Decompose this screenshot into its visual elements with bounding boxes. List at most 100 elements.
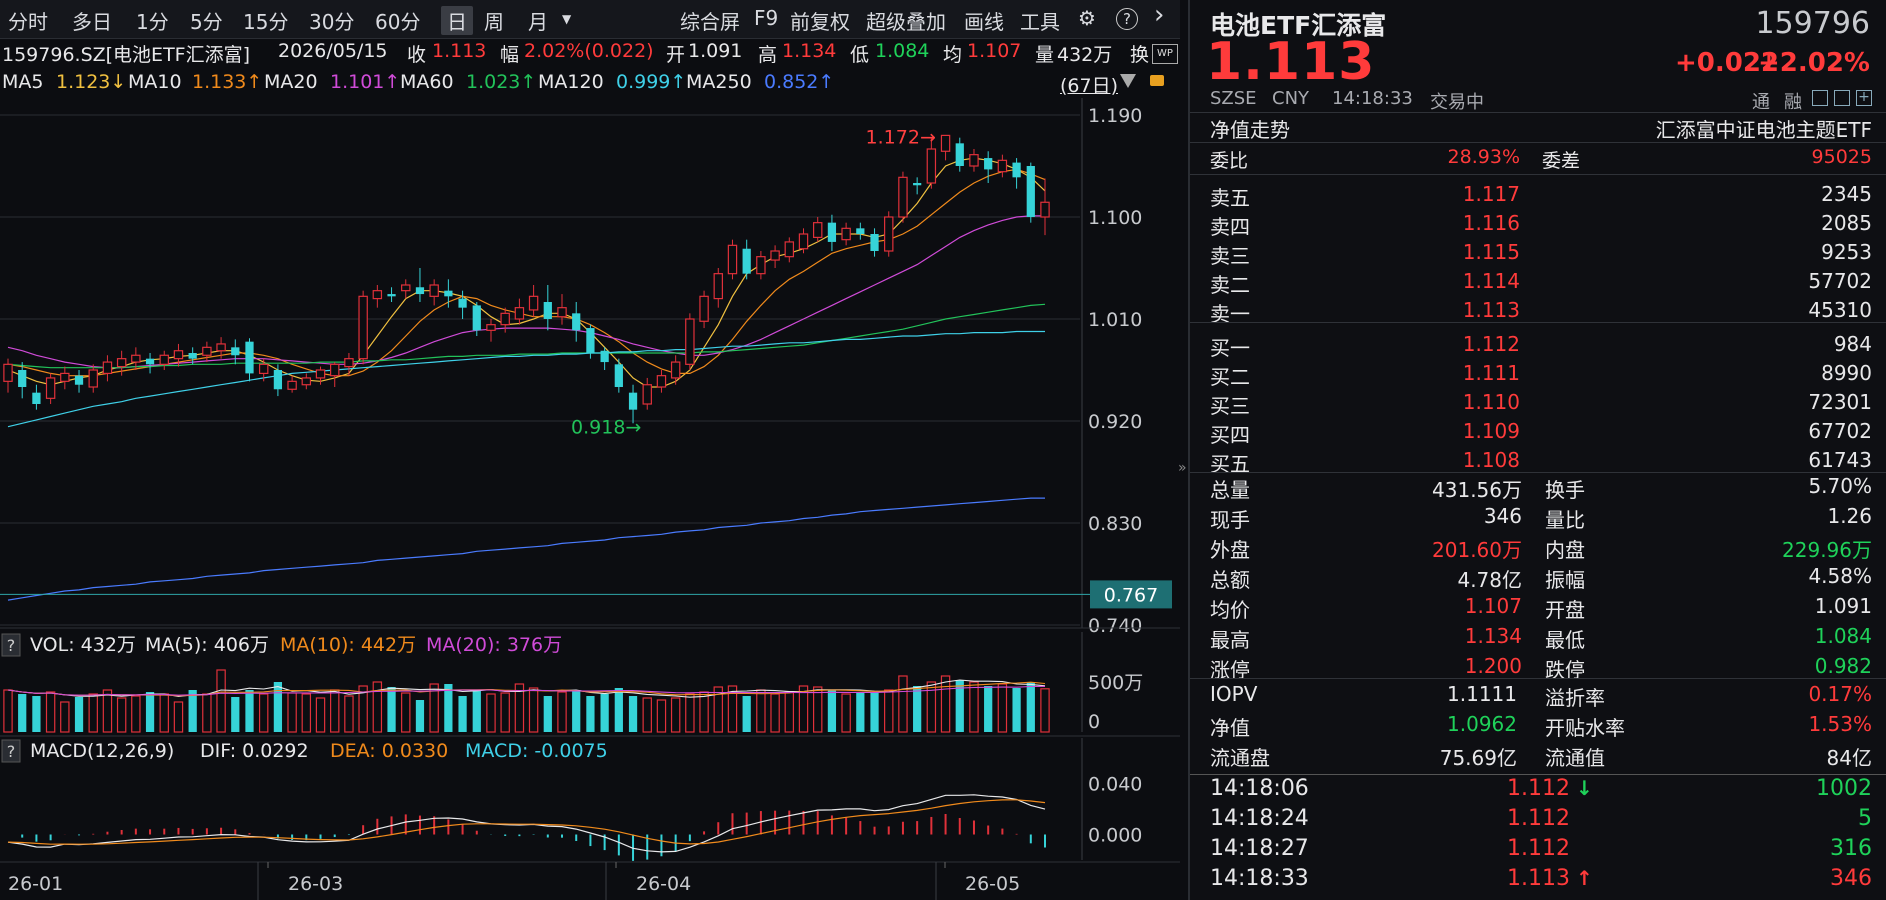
vol-bar bbox=[997, 683, 1008, 733]
period-tab-5[interactable]: 30分 bbox=[309, 10, 355, 34]
tick-price: 1.113 bbox=[1507, 866, 1570, 891]
bid-volume-3: 72301 bbox=[1808, 390, 1872, 414]
candle bbox=[600, 350, 609, 363]
iopv-label: 流通值 bbox=[1545, 746, 1605, 770]
vol-bar bbox=[387, 687, 396, 732]
vol-bar bbox=[870, 692, 879, 732]
candle bbox=[74, 375, 84, 385]
y-tick-label: 0.920 bbox=[1088, 411, 1142, 433]
vol-bar bbox=[202, 693, 212, 733]
vol-bar bbox=[1040, 688, 1050, 733]
nav-trend-link[interactable]: 净值走势 bbox=[1210, 118, 1290, 142]
vol-bar bbox=[514, 683, 525, 733]
tool-0[interactable]: 综合屏 bbox=[680, 10, 740, 34]
chevron-right-icon[interactable]: › bbox=[1154, 0, 1165, 30]
candle bbox=[984, 158, 993, 170]
help-icon bbox=[1, 633, 21, 657]
tick-volume: 316 bbox=[1830, 836, 1872, 861]
vol-bar bbox=[1012, 688, 1021, 732]
high-label: 高 bbox=[758, 44, 778, 66]
stat-value: 0.982 bbox=[1814, 654, 1872, 678]
candle bbox=[245, 341, 254, 374]
vol-bar bbox=[884, 689, 894, 733]
days-range-button[interactable]: (67日) bbox=[1060, 75, 1119, 97]
vol-bar bbox=[344, 695, 354, 733]
candle bbox=[500, 312, 510, 326]
period-tab-0[interactable]: 分时 bbox=[8, 10, 48, 34]
period-tab-6[interactable]: 60分 bbox=[375, 10, 421, 34]
add-icon[interactable]: + bbox=[1856, 90, 1872, 106]
vol-bar bbox=[74, 697, 84, 732]
bid-price-4: 1.109 bbox=[1462, 419, 1520, 443]
candle bbox=[955, 143, 964, 166]
period-tab-1[interactable]: 多日 bbox=[72, 10, 112, 34]
tool-5[interactable]: 工具 bbox=[1020, 10, 1060, 34]
gear-icon[interactable]: ⚙ bbox=[1078, 6, 1096, 30]
period-tab-3[interactable]: 5分 bbox=[190, 10, 223, 34]
candle bbox=[372, 290, 383, 300]
tool-4[interactable]: 画线 bbox=[964, 10, 1004, 34]
weibi-value: 28.93% bbox=[1447, 146, 1520, 168]
vol-bar bbox=[458, 696, 467, 732]
window-icon[interactable] bbox=[1834, 90, 1850, 106]
candle bbox=[32, 392, 41, 404]
candle bbox=[969, 154, 979, 167]
tool-2[interactable]: 前复权 bbox=[790, 10, 850, 34]
candle bbox=[202, 346, 212, 356]
tool-3[interactable]: 超级叠加 bbox=[866, 10, 946, 34]
vol-bar bbox=[543, 696, 552, 732]
iopv-label: 流通盘 bbox=[1210, 746, 1270, 770]
candle bbox=[713, 273, 723, 300]
vol-ma20-legend: MA(20): 376万 bbox=[426, 634, 562, 656]
lock-icon[interactable] bbox=[1150, 75, 1164, 86]
vol-bar bbox=[415, 700, 425, 732]
stat-value: 4.58% bbox=[1808, 564, 1872, 588]
period-tab-4[interactable]: 15分 bbox=[243, 10, 289, 34]
candle bbox=[258, 363, 269, 375]
close-label: 收 bbox=[407, 44, 427, 66]
stat-value: 431.56万 bbox=[1432, 478, 1522, 502]
edit-icon[interactable] bbox=[1812, 90, 1828, 106]
ask-volume-2: 57702 bbox=[1808, 269, 1872, 293]
collapse-handle[interactable]: » bbox=[1178, 430, 1190, 510]
last-price: 1.113 bbox=[1206, 32, 1376, 92]
vol-bar bbox=[685, 693, 695, 733]
vol-bar bbox=[614, 688, 623, 732]
vol-bar bbox=[812, 686, 823, 733]
iopv-value: 0.17% bbox=[1808, 682, 1872, 706]
candle bbox=[131, 354, 141, 363]
period-tab-9[interactable]: 月 bbox=[528, 10, 548, 34]
ma60-label: MA60 bbox=[400, 71, 454, 93]
macd-tick-label: 0.040 bbox=[1088, 774, 1142, 796]
vol-tick-label: 0 bbox=[1088, 711, 1100, 733]
candle bbox=[699, 295, 709, 322]
vol-bar bbox=[699, 691, 709, 733]
y-tick-label: 1.100 bbox=[1088, 207, 1142, 229]
candle bbox=[997, 159, 1008, 173]
candle bbox=[415, 287, 425, 295]
wp-icon[interactable]: WP bbox=[1152, 44, 1178, 64]
vol-bar bbox=[258, 693, 269, 733]
dropdown-icon[interactable]: ▼ bbox=[562, 12, 572, 26]
tool-1[interactable]: F9 bbox=[754, 6, 779, 30]
stat-value: 1.084 bbox=[1814, 624, 1872, 648]
avg-label: 均 bbox=[943, 44, 963, 66]
candle bbox=[884, 216, 894, 252]
open-value: 1.091 bbox=[688, 40, 743, 62]
period-toolbar: 分时 多日 1分 5分 15分 30分 60分日周月 ▼ 综合屏 F9 前复权 超级叠加 画线 工具 ⚙? › bbox=[0, 0, 1180, 39]
candle bbox=[514, 307, 525, 320]
vol-bar bbox=[500, 692, 510, 733]
vol-bar bbox=[131, 695, 141, 733]
period-tab-8[interactable]: 周 bbox=[484, 10, 504, 34]
help-icon[interactable]: ? bbox=[1116, 8, 1138, 30]
period-tab-7[interactable]: 日 bbox=[441, 6, 473, 35]
collapse-arrow-icon: » bbox=[1178, 460, 1187, 476]
stat-label: 均价 bbox=[1210, 598, 1250, 622]
order-book: 卖五 1.117 2345 卖四 1.116 2085 卖三 1.115 9253 卖二 1.114… bbox=[1190, 174, 1886, 476]
vol-value: 432万 bbox=[1057, 44, 1113, 66]
period-tab-2[interactable]: 1分 bbox=[136, 10, 169, 34]
amp-label: 幅 bbox=[500, 44, 520, 66]
dropdown-arrow-icon[interactable] bbox=[1120, 74, 1136, 88]
vol-title: VOL: 432万 bbox=[30, 634, 136, 656]
ask-label-3: 卖三 bbox=[1210, 244, 1250, 268]
